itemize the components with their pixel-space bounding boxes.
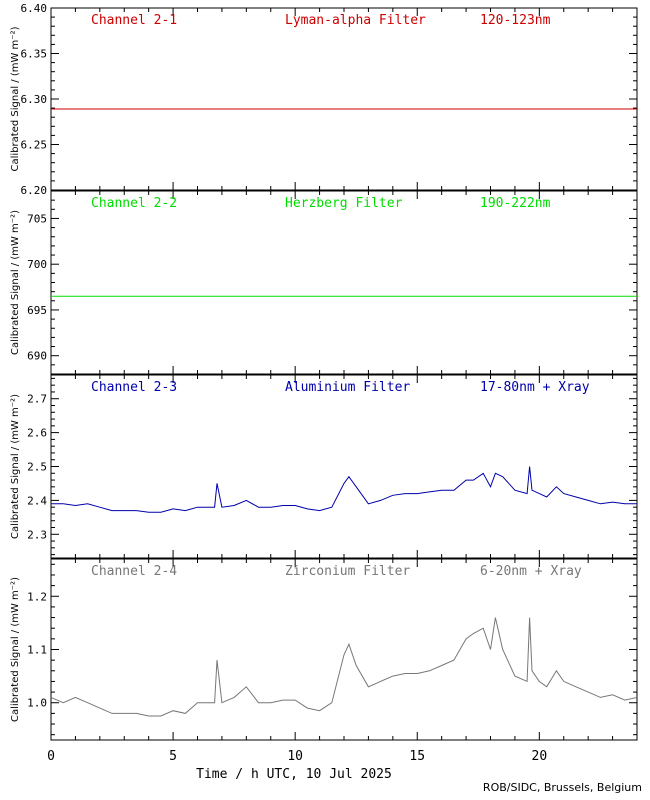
panel-3-ytick-label-4: 2.7 bbox=[27, 393, 47, 406]
panel-3-ytick-label-2: 2.5 bbox=[27, 461, 47, 474]
panel-2-ytick-label-0: 690 bbox=[27, 350, 47, 363]
panel-4-ytick-label-1: 1.1 bbox=[27, 644, 47, 657]
panel-2-band-label: 190-222nm bbox=[480, 196, 551, 211]
panel-1-channel-label: Channel 2-1 bbox=[91, 13, 177, 28]
panel-2-ytick-label-3: 705 bbox=[27, 212, 47, 225]
panel-2-ytick-label-1: 695 bbox=[27, 304, 47, 317]
panel-3-frame bbox=[50, 374, 638, 559]
panel-3-band-label: 17-80nm + Xray bbox=[480, 380, 590, 395]
xtick-label-2: 10 bbox=[287, 749, 303, 764]
panel-3-ytick-label-3: 2.6 bbox=[27, 427, 47, 440]
panel-1-ytick-label-1: 6.25 bbox=[21, 139, 48, 152]
x-axis-label: Time / h UTC, 10 Jul 2025 bbox=[196, 767, 392, 782]
panel-2-channel-label: Channel 2-2 bbox=[91, 196, 177, 211]
panel-1-frame bbox=[50, 7, 638, 191]
xtick-label-4: 20 bbox=[532, 749, 548, 764]
panel-4-band-label: 6-20nm + Xray bbox=[480, 564, 582, 579]
panel-1-ytick-label-0: 6.20 bbox=[21, 184, 48, 197]
xtick-label-3: 15 bbox=[409, 749, 425, 764]
panel-4-filter-label: Zirconium Filter bbox=[285, 564, 410, 579]
panel-3-series-line-0 bbox=[51, 466, 637, 513]
panel-1-ylabel: Calibrated Signal / (mW m⁻²) bbox=[10, 26, 21, 171]
panel-1-ytick-label-4: 6.40 bbox=[21, 2, 48, 15]
panel-4-series-line-0 bbox=[50, 617, 638, 717]
panel-4-frame bbox=[50, 558, 638, 741]
panel-1-ytick-label-3: 6.35 bbox=[21, 48, 48, 61]
xtick-label-1: 5 bbox=[169, 749, 177, 764]
panel-2-ylabel: Calibrated Signal / (mW m⁻²) bbox=[10, 210, 21, 355]
panel-1-ytick-label-2: 6.30 bbox=[21, 93, 48, 106]
panel-4-channel-label: Channel 2-4 bbox=[91, 564, 177, 579]
panel-4-ytick-label-0: 1.0 bbox=[27, 697, 47, 710]
panel-2-frame bbox=[50, 190, 638, 375]
panel-2-filter-label: Herzberg Filter bbox=[285, 196, 403, 211]
panel-1-filter-label: Lyman-alpha Filter bbox=[285, 13, 426, 28]
panel-3-ytick-label-0: 2.3 bbox=[27, 528, 47, 541]
panel-2-ytick-label-2: 700 bbox=[27, 258, 47, 271]
panel-3-filter-label: Aluminium Filter bbox=[285, 380, 410, 395]
panel-4-ytick-label-2: 1.2 bbox=[27, 590, 47, 603]
panel-3-channel-label: Channel 2-3 bbox=[91, 380, 177, 395]
credit-label: ROB/SIDC, Brussels, Belgium bbox=[482, 781, 642, 794]
panel-1-band-label: 120-123nm bbox=[480, 13, 551, 28]
panel-3-ylabel: Calibrated Signal / (mW m⁻²) bbox=[10, 394, 21, 539]
panel-4-ylabel: Calibrated Signal / (mW m⁻²) bbox=[10, 577, 21, 722]
panel-3-ytick-label-1: 2.4 bbox=[27, 494, 47, 507]
xtick-label-0: 0 bbox=[47, 749, 55, 764]
